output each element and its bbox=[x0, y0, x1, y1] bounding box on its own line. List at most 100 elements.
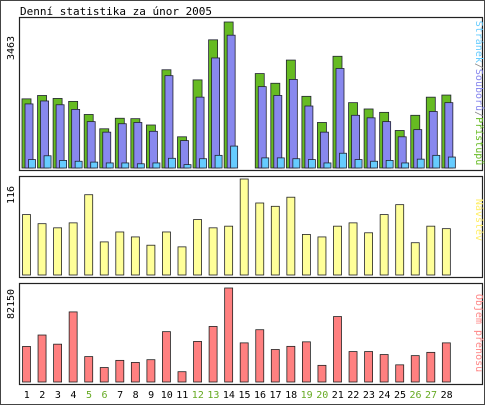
bar-soubor-day-4 bbox=[71, 109, 81, 169]
legend-top-part-2: Souborů bbox=[473, 69, 485, 111]
x-tick-label-day-16: 16 bbox=[254, 390, 266, 401]
bar-strnek-day-17 bbox=[276, 157, 285, 169]
bar-strnek-day-4 bbox=[74, 160, 83, 169]
bar-strnek-day-14 bbox=[230, 145, 239, 169]
bar-strnek-day-28 bbox=[447, 156, 456, 169]
bar-bottom-day-6 bbox=[99, 367, 109, 383]
x-tick-label-day-26: 26 bbox=[409, 390, 421, 401]
bar-middle-day-4 bbox=[68, 222, 78, 276]
bar-strnek-day-8 bbox=[136, 163, 145, 169]
legend-middle-part-0: Návštěv bbox=[473, 199, 485, 241]
bar-strnek-day-25 bbox=[401, 162, 410, 169]
bar-bottom-day-1 bbox=[22, 346, 31, 383]
bar-bottom-day-4 bbox=[68, 311, 78, 383]
bar-strnek-day-10 bbox=[168, 157, 176, 169]
bar-strnek-day-18 bbox=[292, 158, 301, 169]
bar-middle-day-12 bbox=[193, 219, 202, 276]
bar-strnek-day-13 bbox=[214, 154, 223, 169]
bar-bottom-day-9 bbox=[146, 359, 156, 383]
bars-layer bbox=[21, 21, 456, 383]
bar-bottom-day-2 bbox=[37, 334, 47, 383]
x-tick-label-day-21: 21 bbox=[332, 390, 344, 401]
bar-middle-day-15 bbox=[239, 178, 249, 276]
bar-soubor-day-9 bbox=[148, 130, 158, 169]
bar-bottom-day-22 bbox=[348, 351, 358, 383]
bar-strnek-day-3 bbox=[59, 160, 67, 169]
bar-middle-day-14 bbox=[224, 225, 234, 276]
bar-bottom-day-23 bbox=[364, 351, 374, 383]
bar-soubor-day-13 bbox=[211, 57, 221, 169]
x-tick-label-day-2: 2 bbox=[39, 390, 45, 401]
x-tick-label-day-25: 25 bbox=[394, 390, 406, 401]
x-tick-label-day-18: 18 bbox=[285, 390, 297, 401]
bar-middle-day-27 bbox=[426, 225, 436, 276]
x-tick-label-day-28: 28 bbox=[441, 390, 453, 401]
legend-bottom: Objem přenosu bbox=[473, 294, 485, 372]
bar-soubor-day-16 bbox=[257, 86, 267, 169]
bar-strnek-day-27 bbox=[432, 154, 441, 169]
bar-strnek-day-7 bbox=[121, 162, 130, 169]
bar-bottom-day-16 bbox=[255, 329, 265, 383]
bar-bottom-day-18 bbox=[286, 345, 296, 383]
bar-soubor-day-3 bbox=[55, 104, 65, 169]
bar-bottom-day-25 bbox=[395, 364, 405, 383]
bar-bottom-day-10 bbox=[162, 331, 171, 383]
bar-soubor-day-12 bbox=[195, 96, 205, 169]
chart-title: Denní statistika za únor 2005 bbox=[20, 5, 212, 18]
bar-bottom-day-28 bbox=[441, 342, 451, 383]
x-tick-label-day-17: 17 bbox=[270, 390, 282, 401]
x-tick-label-day-12: 12 bbox=[192, 390, 204, 401]
bar-middle-day-2 bbox=[37, 223, 47, 276]
x-tick-label-day-14: 14 bbox=[223, 390, 235, 401]
bar-middle-day-16 bbox=[255, 202, 265, 276]
x-tick-label-day-9: 9 bbox=[148, 390, 154, 401]
x-tick-label-day-10: 10 bbox=[161, 390, 173, 401]
bar-bottom-day-13 bbox=[208, 326, 218, 383]
x-tick-label-day-13: 13 bbox=[207, 390, 219, 401]
x-tick-label-day-20: 20 bbox=[316, 390, 328, 401]
bar-strnek-day-24 bbox=[385, 160, 394, 169]
bar-bottom-day-21 bbox=[333, 316, 342, 383]
bar-strnek-day-9 bbox=[152, 162, 161, 169]
bar-middle-day-20 bbox=[317, 236, 327, 276]
x-tick-label-day-1: 1 bbox=[24, 390, 30, 401]
x-tick-label-day-8: 8 bbox=[133, 390, 139, 401]
bar-soubor-day-23 bbox=[366, 117, 376, 169]
legend-top-part-0: Stránek bbox=[473, 21, 485, 63]
bar-middle-day-22 bbox=[348, 222, 358, 276]
bar-middle-day-28 bbox=[441, 228, 451, 276]
x-tick-label-day-3: 3 bbox=[55, 390, 61, 401]
bar-soubor-day-18 bbox=[288, 79, 298, 169]
legend-top-part-4: Přístupů bbox=[473, 117, 485, 165]
bar-strnek-day-2 bbox=[43, 155, 52, 169]
bar-bottom-day-17 bbox=[270, 349, 280, 383]
bar-bottom-day-5 bbox=[84, 356, 94, 383]
bar-middle-day-6 bbox=[99, 241, 109, 276]
bar-middle-day-26 bbox=[410, 242, 420, 276]
bar-middle-day-18 bbox=[286, 196, 296, 276]
bar-bottom-day-26 bbox=[410, 355, 420, 383]
bar-bottom-day-24 bbox=[379, 354, 389, 383]
bar-strnek-day-5 bbox=[90, 161, 99, 169]
bar-bottom-day-8 bbox=[130, 362, 140, 383]
bar-strnek-day-26 bbox=[416, 158, 425, 169]
x-tick-label-day-5: 5 bbox=[86, 390, 92, 401]
bar-middle-day-9 bbox=[146, 244, 156, 276]
legend-top-part-1: / bbox=[473, 63, 484, 69]
bar-bottom-day-14 bbox=[224, 287, 234, 383]
bar-strnek-day-21 bbox=[339, 152, 347, 169]
x-tick-label-day-7: 7 bbox=[117, 390, 123, 401]
panel-bottom-max-label: 82150 bbox=[6, 289, 17, 319]
x-tick-label-day-4: 4 bbox=[70, 390, 76, 401]
bar-middle-day-23 bbox=[364, 232, 374, 276]
bar-strnek-day-19 bbox=[307, 159, 316, 169]
bar-soubor-day-11 bbox=[180, 140, 189, 169]
bar-soubor-day-8 bbox=[133, 122, 143, 169]
bar-middle-day-13 bbox=[208, 227, 218, 276]
x-tick-label-day-19: 19 bbox=[301, 390, 313, 401]
bar-middle-day-7 bbox=[115, 231, 125, 276]
bar-strnek-day-16 bbox=[261, 157, 270, 169]
legend-top-part-3: / bbox=[473, 111, 484, 117]
bar-soubor-day-17 bbox=[273, 95, 283, 169]
bar-bottom-day-15 bbox=[239, 342, 249, 383]
